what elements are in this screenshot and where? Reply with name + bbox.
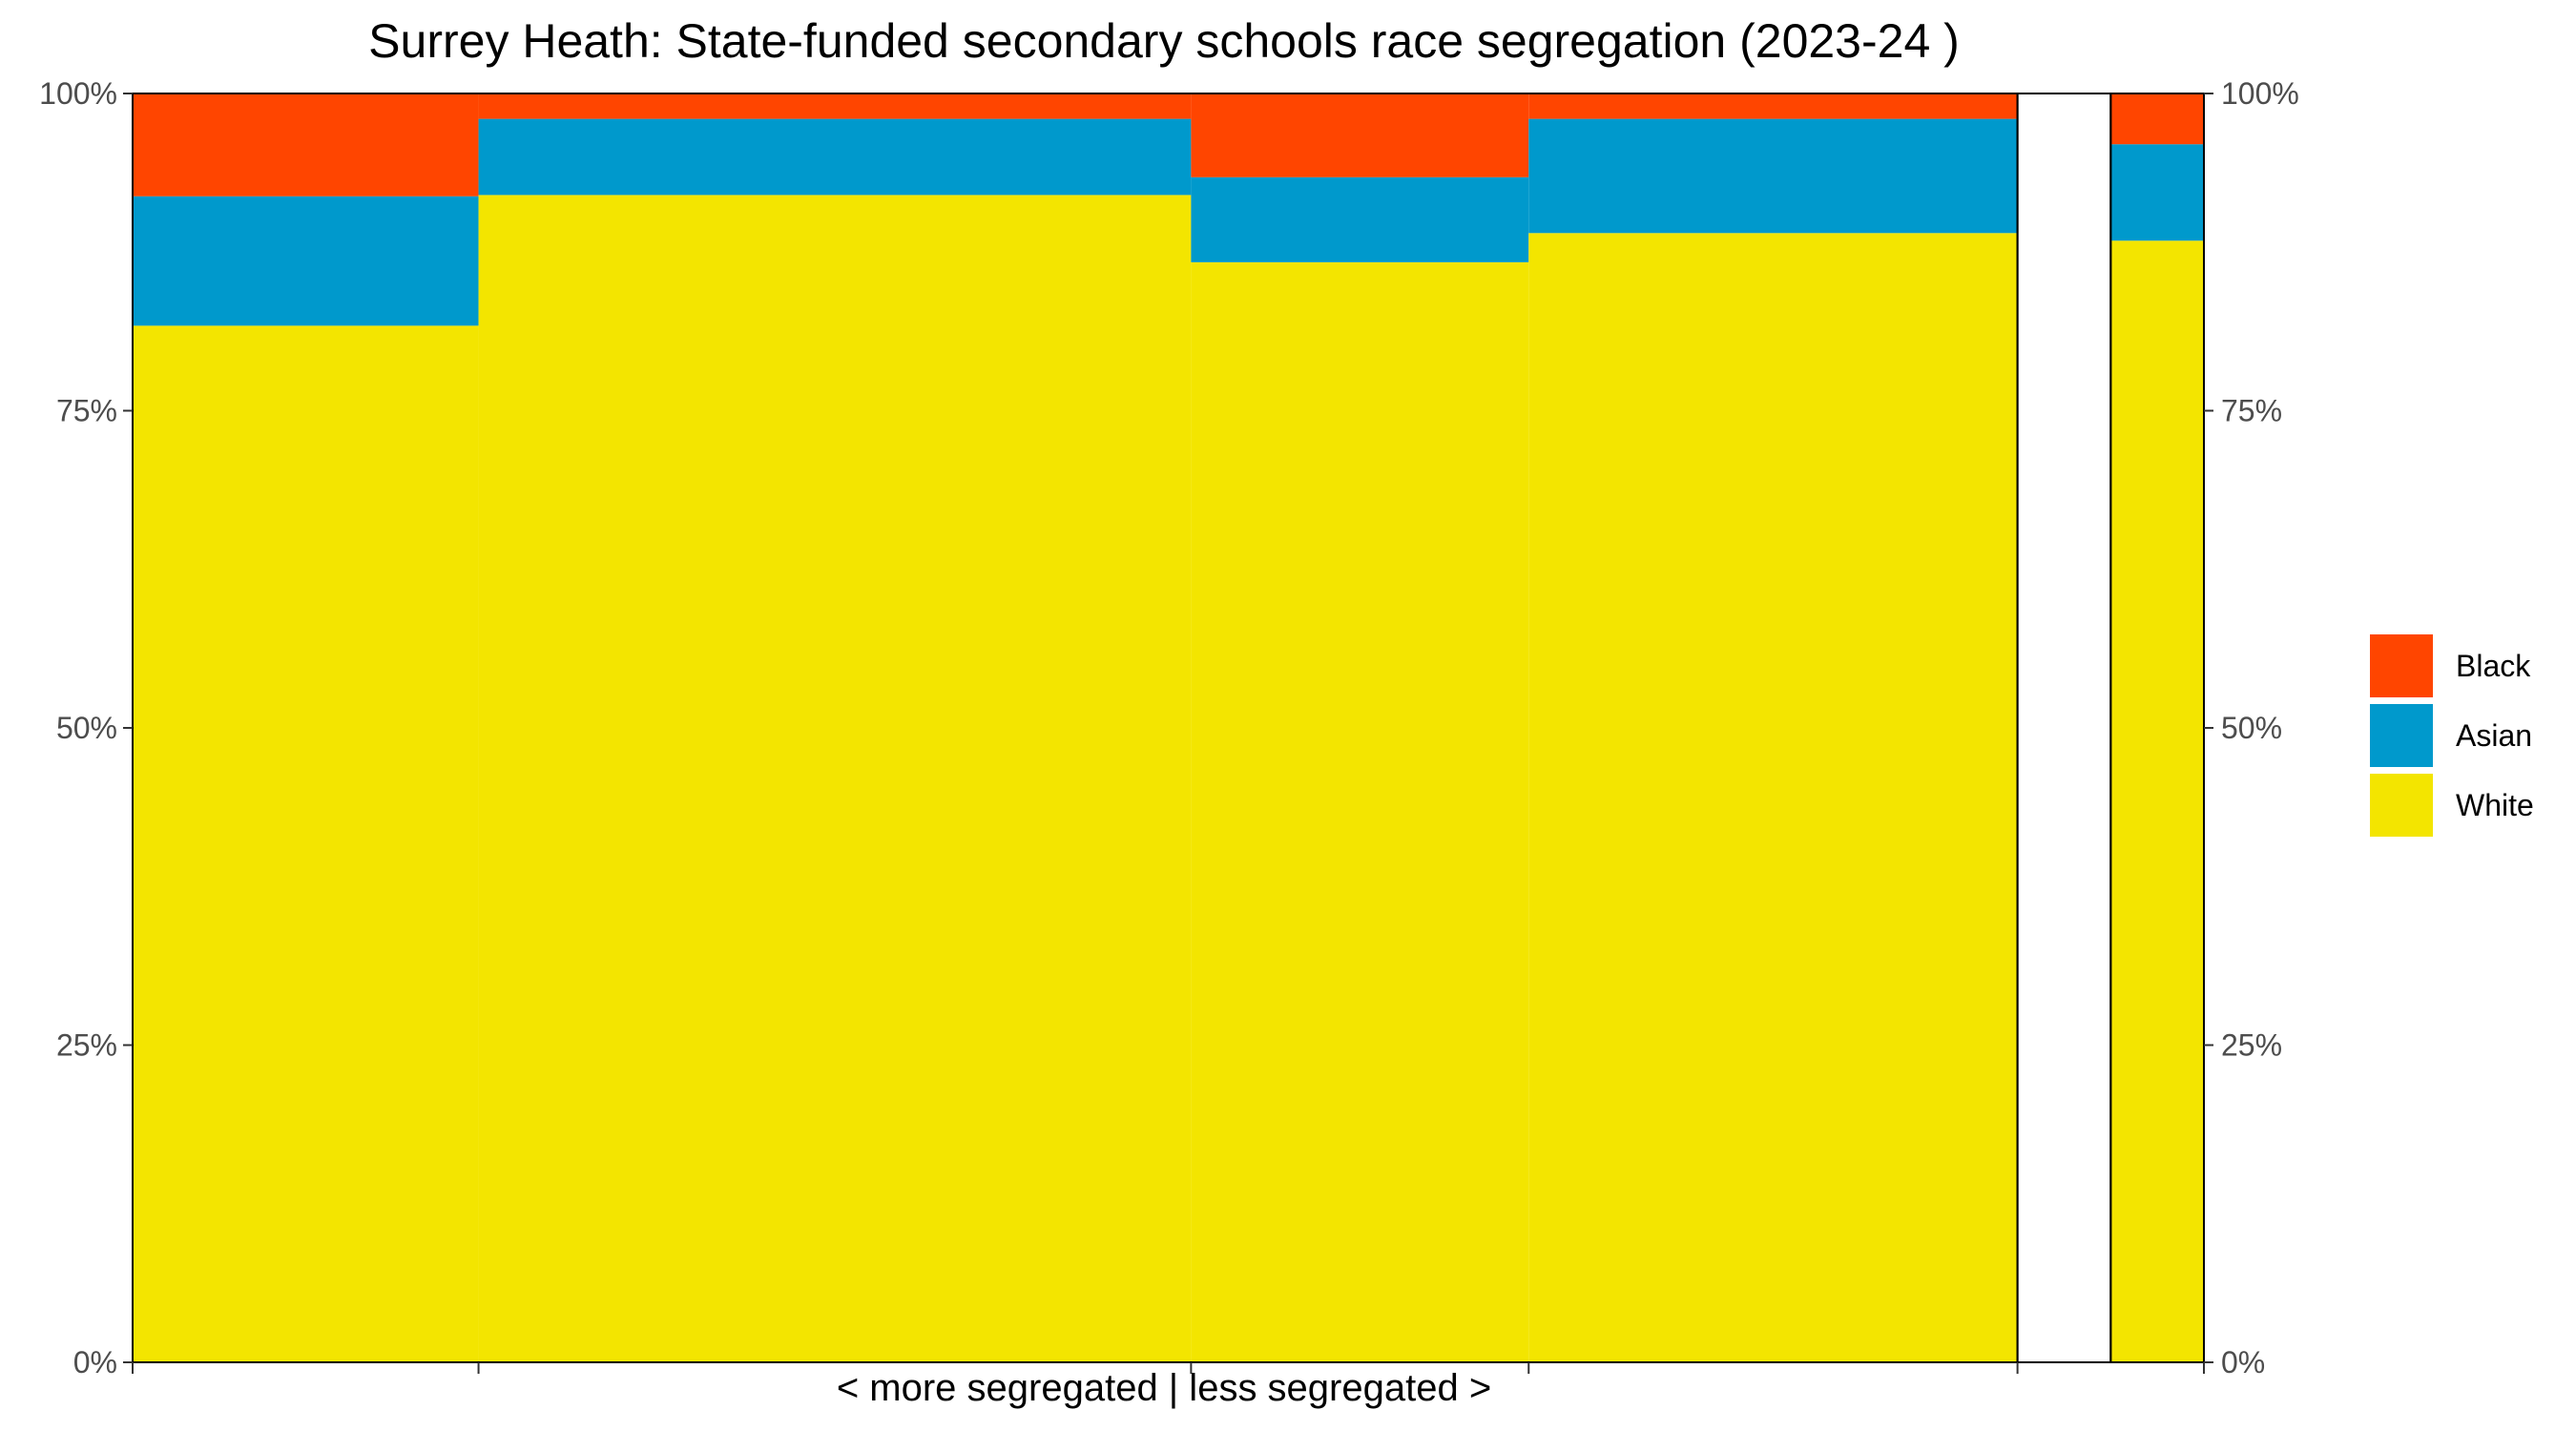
overall-asian-segment	[2110, 144, 2204, 241]
legend-label-white: White	[2456, 788, 2534, 822]
overall-black-segment	[2110, 93, 2204, 145]
school-4-asian-segment	[1528, 118, 2018, 234]
y-tick-label-right: 75%	[2221, 394, 2282, 428]
bars-layer	[133, 93, 2204, 1362]
legend-label-asian: Asian	[2456, 718, 2532, 753]
y-tick-label-left: 100%	[39, 76, 117, 111]
school-3-black-segment	[1191, 93, 1529, 177]
school-4-black-segment	[1528, 93, 2018, 119]
overall-white-segment	[2110, 240, 2204, 1362]
y-tick-label-right: 100%	[2221, 76, 2299, 111]
school-1-asian-segment	[133, 196, 479, 326]
school-4-white-segment	[1528, 233, 2018, 1362]
y-tick-label-left: 75%	[56, 394, 117, 428]
legend: Black Asian White	[2370, 634, 2534, 837]
legend-swatch-black	[2370, 634, 2433, 697]
y-tick-label-right: 25%	[2221, 1028, 2282, 1063]
y-tick-label-right: 50%	[2221, 711, 2282, 745]
x-axis-label: < more segregated | less segregated >	[837, 1367, 1491, 1409]
y-tick-label-left: 0%	[73, 1345, 117, 1379]
school-1-black-segment	[133, 93, 479, 197]
legend-swatch-asian	[2370, 704, 2433, 767]
school-2-asian-segment	[478, 118, 1192, 196]
y-tick-label-right: 0%	[2221, 1345, 2265, 1379]
school-2-white-segment	[478, 195, 1192, 1362]
school-3-white-segment	[1191, 261, 1529, 1362]
y-tick-label-left: 25%	[56, 1028, 117, 1063]
chart-title: Surrey Heath: State-funded secondary sch…	[368, 14, 1960, 68]
legend-label-black: Black	[2456, 649, 2531, 683]
school-2-black-segment	[478, 93, 1192, 119]
gap-panel-border	[2016, 93, 2112, 1363]
y-tick-label-left: 50%	[56, 711, 117, 745]
legend-swatch-white	[2370, 774, 2433, 837]
axes-layer: 0% 0% 25% 25% 50% 50% 75% 75% 100% 100%	[39, 76, 2299, 1379]
school-1-white-segment	[133, 325, 479, 1362]
school-3-asian-segment	[1191, 176, 1529, 262]
